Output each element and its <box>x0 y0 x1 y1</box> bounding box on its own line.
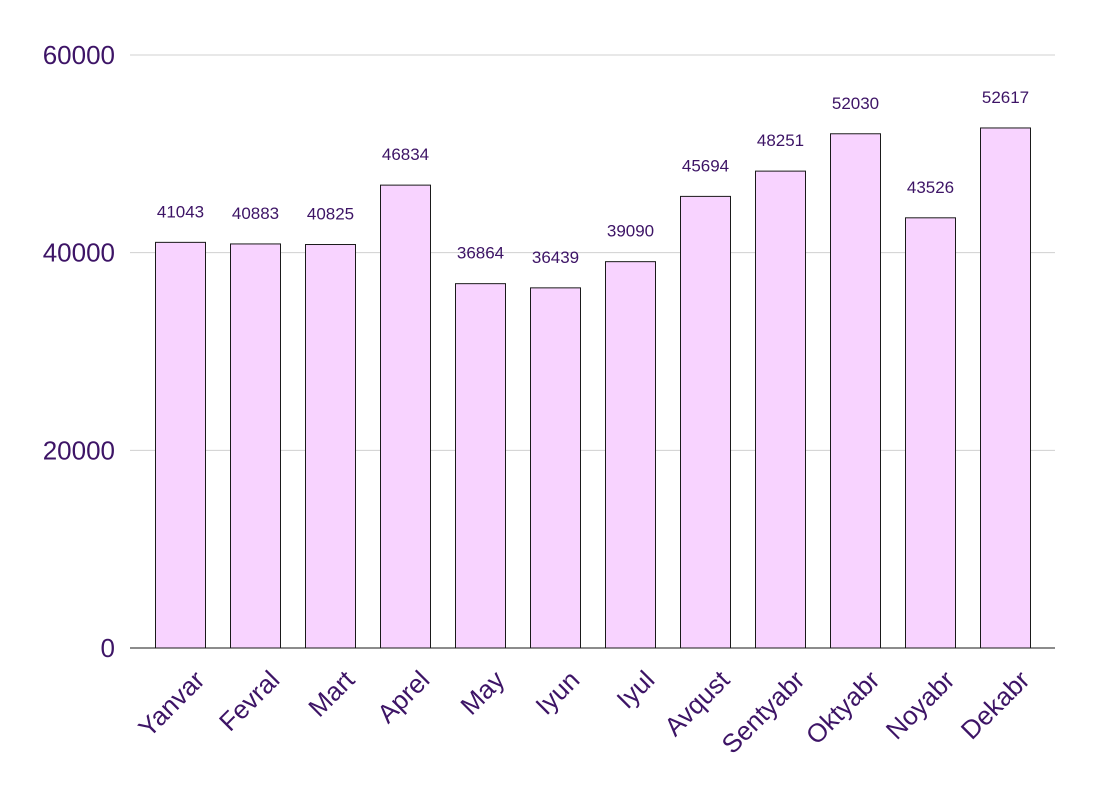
bar-mart <box>305 244 356 649</box>
y-tick-label: 40000 <box>43 238 115 268</box>
data-label-noyabr: 43526 <box>907 178 954 197</box>
data-label-iyul: 39090 <box>607 222 654 241</box>
data-label-sentyabr: 48251 <box>757 131 804 150</box>
data-label-iyun: 36439 <box>532 248 579 267</box>
bar-dekabr <box>980 127 1031 649</box>
x-tick-label-aprel: Aprel <box>371 665 435 729</box>
x-tick-label-yanvar: Yanvar <box>132 664 210 742</box>
x-tick-label-noyabr: Noyabr <box>880 664 961 745</box>
y-tick-label: 20000 <box>43 435 115 465</box>
data-label-fevral: 40883 <box>232 204 279 223</box>
data-label-oktyabr: 52030 <box>832 94 879 113</box>
data-label-yanvar: 41043 <box>157 202 204 221</box>
data-label-avqust: 45694 <box>682 156 729 175</box>
data-label-may: 36864 <box>457 244 504 263</box>
bar-oktyabr <box>830 133 881 649</box>
y-tick-label: 0 <box>101 633 115 663</box>
bar-sentyabr <box>755 170 806 649</box>
bar-fevral <box>230 243 281 649</box>
x-tick-label-iyul: Iyul <box>610 665 660 715</box>
y-tick-label: 60000 <box>43 40 115 70</box>
bar-avqust <box>680 195 731 649</box>
bars <box>155 127 1031 649</box>
x-tick-label-oktyabr: Oktyabr <box>800 664 886 750</box>
x-tick-label-fevral: Fevral <box>213 665 285 737</box>
bar-noyabr <box>905 217 956 649</box>
bar-yanvar <box>155 241 206 649</box>
bar-aprel <box>380 184 431 649</box>
data-labels: 41043 40883 40825 46834 36864 36439 39090 45694… <box>157 88 1029 267</box>
x-tick-label-may: May <box>454 665 510 721</box>
x-axis-ticks: Yanvar Fevral Mart Aprel May Iyun IyulAvqustSe… <box>132 664 1035 759</box>
data-label-mart: 40825 <box>307 205 354 224</box>
x-tick-label-mart: Mart <box>302 664 361 723</box>
x-tick-label-sentyabr: Sentyabr <box>716 664 811 759</box>
x-tick-label-iyun: Iyun <box>529 665 585 721</box>
bar-iyul <box>605 261 656 649</box>
data-label-aprel: 46834 <box>382 145 429 164</box>
gridlines <box>130 54 1055 451</box>
x-tick-label-dekabr: Dekabr <box>955 664 1036 745</box>
y-axis-ticks: 0 20000 40000 60000 <box>43 40 115 663</box>
bar-may <box>455 283 506 649</box>
bar-iyun <box>530 287 581 649</box>
data-label-dekabr: 52617 <box>982 88 1029 107</box>
